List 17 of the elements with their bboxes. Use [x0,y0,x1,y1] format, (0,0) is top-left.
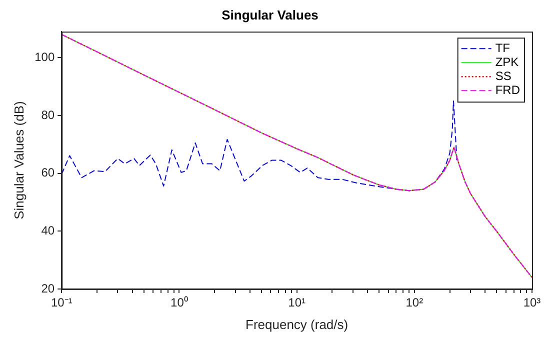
legend-label: ZPK [495,54,519,69]
x-tick-label: 10³ [523,296,541,310]
x-tick-label: 10⁻¹ [50,296,72,310]
x-tick-label: 10⁰ [170,296,188,310]
y-axis-title: Singular Values (dB) [11,101,26,220]
legend-label: TF [495,40,510,55]
y-tick-label: 40 [41,223,55,238]
y-tick-label: 60 [41,166,55,180]
y-tick-label: 100 [34,50,55,64]
x-axis-title: Frequency (rad/s) [246,316,348,332]
chart-title: Singular Values [222,7,318,22]
x-tick-label: 10¹ [288,296,306,310]
y-tick-label: 80 [41,108,55,122]
legend-label: FRD [495,82,520,97]
x-tick-label: 10² [406,296,424,310]
legend-label: SS [495,68,512,83]
y-tick-label: 20 [41,281,55,296]
